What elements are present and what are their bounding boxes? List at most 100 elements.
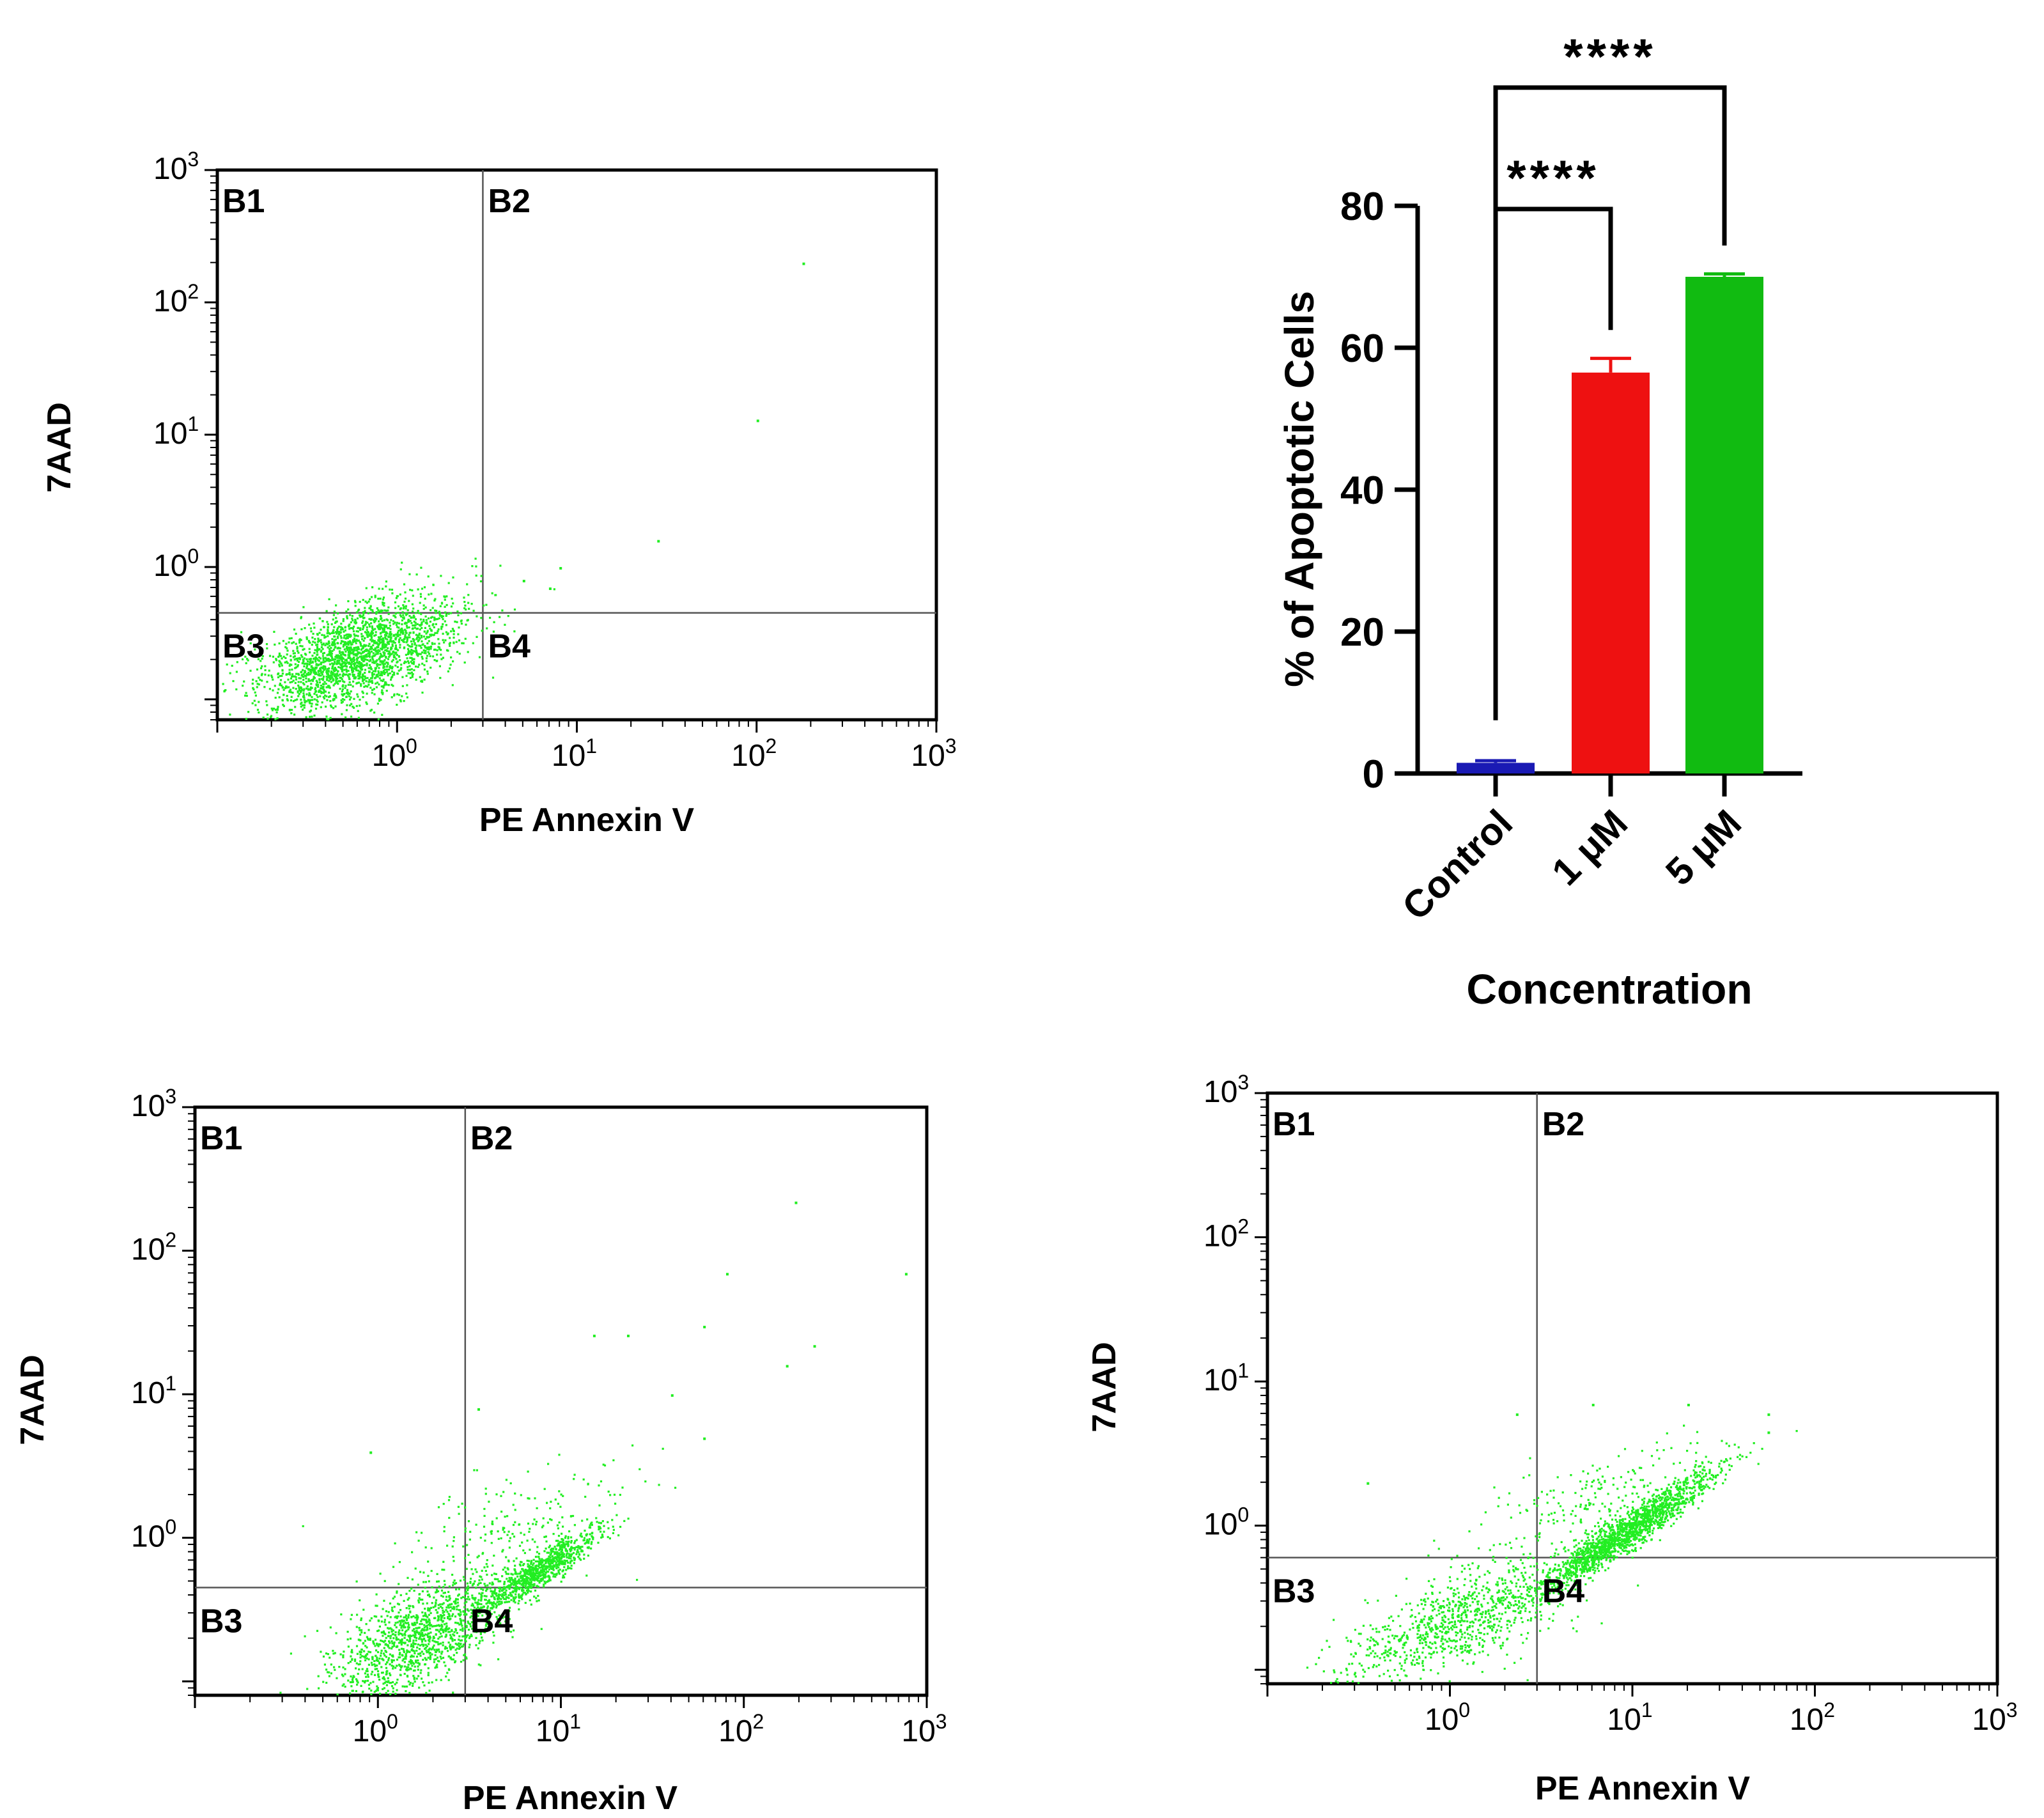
data-point	[352, 674, 355, 677]
data-point	[523, 1534, 525, 1536]
data-point	[415, 1649, 418, 1652]
data-point	[362, 665, 364, 667]
data-point	[614, 1502, 617, 1505]
data-point	[424, 1657, 426, 1659]
data-point	[426, 1602, 428, 1604]
data-point	[555, 1539, 558, 1542]
data-point	[304, 674, 306, 677]
data-point	[307, 680, 310, 682]
data-point	[447, 1590, 450, 1593]
data-point	[431, 1647, 434, 1650]
data-point	[401, 630, 403, 633]
data-point	[334, 638, 337, 641]
data-point	[479, 1640, 481, 1642]
data-point	[274, 718, 277, 720]
data-point	[385, 661, 388, 664]
data-point	[403, 1619, 405, 1622]
data-point	[404, 1621, 406, 1624]
data-point	[409, 632, 412, 634]
data-point	[398, 694, 401, 696]
data-point	[506, 1567, 509, 1569]
data-point	[356, 1652, 359, 1655]
data-point	[537, 1580, 539, 1582]
data-point	[517, 1580, 520, 1582]
data-point	[272, 678, 274, 681]
data-point	[434, 1617, 437, 1619]
data-point	[573, 1548, 576, 1551]
data-point	[232, 680, 235, 683]
data-point	[407, 1626, 410, 1628]
data-point	[384, 1643, 387, 1646]
data-point	[523, 1581, 526, 1585]
data-point	[518, 1581, 520, 1584]
data-point	[412, 627, 414, 630]
data-point	[587, 1483, 589, 1486]
data-point	[452, 576, 454, 579]
data-point	[483, 1566, 486, 1569]
data-point	[371, 609, 374, 612]
data-point	[387, 635, 390, 638]
data-point	[412, 1645, 414, 1647]
data-point	[438, 1630, 440, 1633]
data-point	[415, 1636, 418, 1639]
data-point	[410, 1587, 413, 1590]
data-point	[460, 1639, 463, 1642]
data-point	[332, 642, 334, 645]
data-point	[408, 1590, 411, 1592]
data-point	[445, 1609, 447, 1612]
data-point	[454, 620, 456, 623]
data-point	[314, 669, 316, 672]
data-point	[311, 655, 314, 657]
data-point	[490, 1542, 493, 1544]
data-point	[335, 673, 337, 676]
data-point	[543, 1570, 546, 1573]
data-point	[472, 1583, 475, 1585]
data-point	[488, 1500, 490, 1503]
data-point	[359, 676, 361, 678]
data-point	[352, 648, 355, 651]
data-point	[575, 1546, 578, 1548]
data-point	[381, 609, 383, 612]
data-point	[382, 1677, 384, 1680]
data-point	[379, 642, 382, 644]
data-point	[555, 1565, 558, 1567]
data-point	[404, 635, 406, 638]
data-point	[390, 633, 392, 635]
data-point	[324, 644, 327, 646]
data-point	[426, 672, 429, 675]
data-point	[612, 1459, 615, 1461]
data-point	[286, 673, 288, 676]
data-point	[448, 1516, 451, 1519]
data-point	[324, 694, 327, 697]
data-point	[409, 589, 412, 591]
data-point	[286, 653, 288, 656]
data-point	[428, 1593, 430, 1596]
data-point	[369, 648, 371, 651]
data-point	[426, 1624, 428, 1627]
data-point	[348, 650, 350, 653]
data-point	[368, 623, 371, 626]
data-point	[351, 626, 353, 629]
data-point	[446, 1610, 449, 1613]
data-point	[429, 627, 431, 630]
data-point	[346, 633, 348, 636]
data-point	[343, 1651, 345, 1653]
data-point	[506, 1534, 509, 1536]
data-point	[454, 1629, 458, 1632]
data-point	[421, 1611, 424, 1613]
data-point	[337, 674, 339, 677]
data-point	[422, 1618, 425, 1620]
data-point	[292, 652, 295, 655]
data-point	[449, 1643, 452, 1646]
data-point	[442, 1642, 444, 1644]
data-point	[272, 661, 275, 664]
data-point	[402, 1658, 405, 1660]
data-point	[467, 1585, 469, 1588]
data-point	[316, 657, 318, 660]
data-point	[378, 658, 380, 660]
data-point	[318, 632, 321, 634]
data-point	[488, 1619, 490, 1622]
data-point	[353, 653, 356, 655]
data-point	[350, 641, 352, 644]
data-point	[495, 1517, 498, 1519]
